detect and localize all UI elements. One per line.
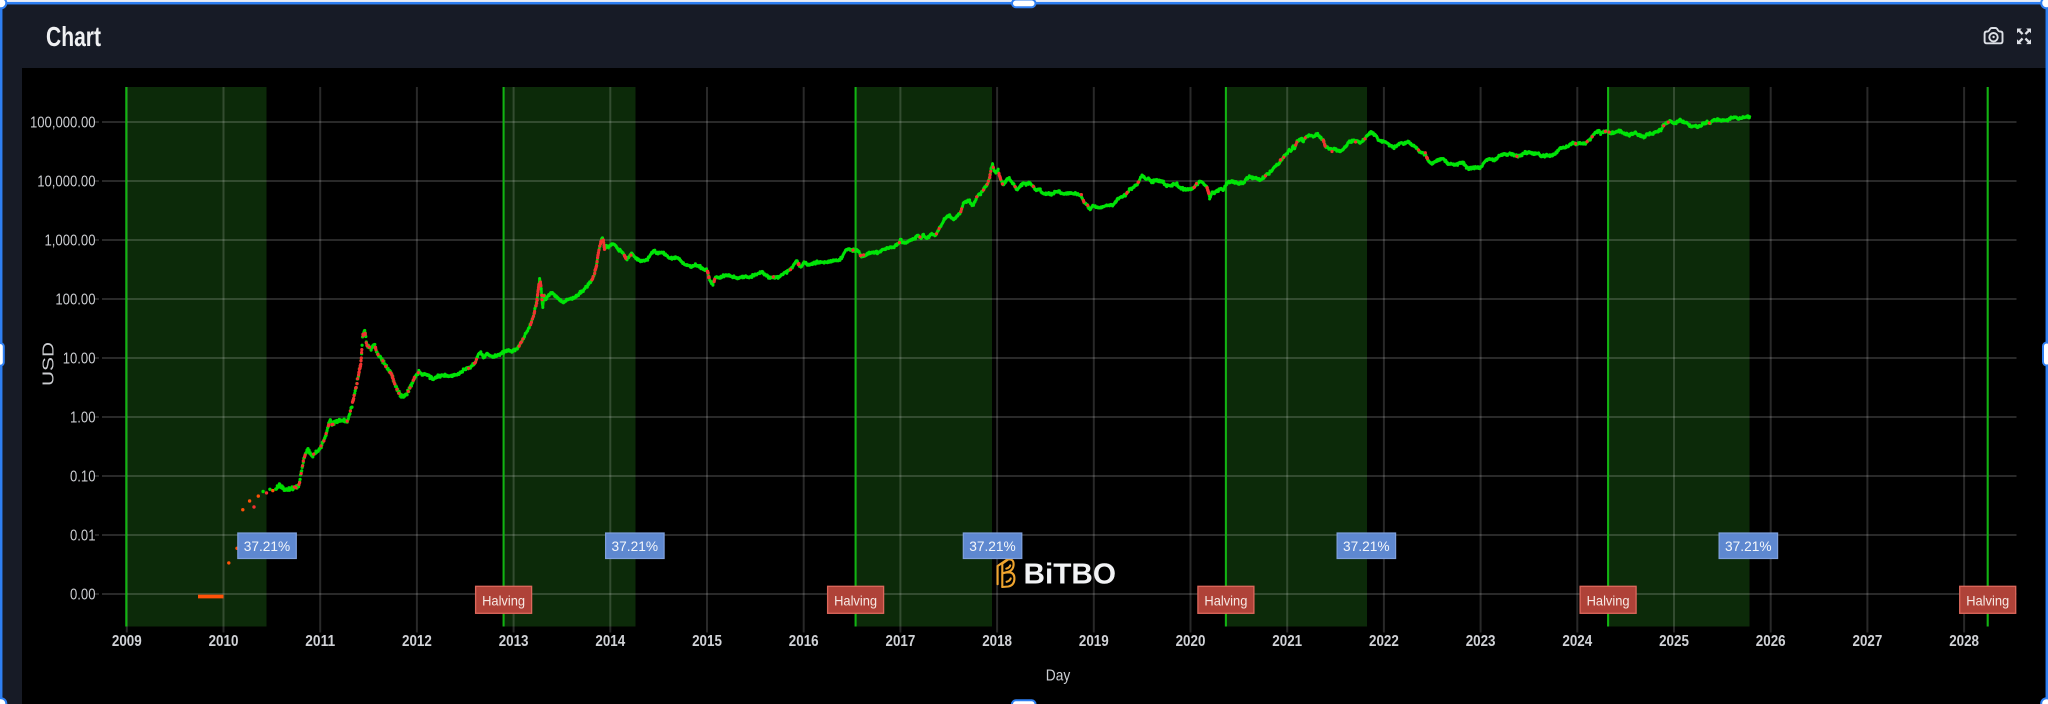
svg-text:USD: USD — [41, 342, 58, 386]
svg-text:2010: 2010 — [209, 633, 239, 650]
svg-text:Halving: Halving — [1587, 592, 1630, 608]
svg-text:Halving: Halving — [834, 592, 877, 608]
svg-text:2027: 2027 — [1853, 633, 1883, 650]
svg-text:10,000.00: 10,000.00 — [37, 173, 96, 190]
svg-text:2024: 2024 — [1562, 633, 1592, 650]
svg-text:2025: 2025 — [1659, 633, 1689, 650]
svg-text:37.21%: 37.21% — [612, 539, 659, 554]
svg-text:Halving: Halving — [1204, 592, 1247, 608]
svg-text:Chart: Chart — [46, 21, 101, 52]
svg-text:2028: 2028 — [1949, 633, 1979, 650]
svg-text:2011: 2011 — [305, 633, 335, 650]
svg-text:Halving: Halving — [1966, 592, 2009, 608]
svg-text:2023: 2023 — [1466, 633, 1496, 650]
svg-text:2015: 2015 — [692, 633, 722, 650]
svg-text:0.00: 0.00 — [70, 586, 96, 603]
svg-text:2020: 2020 — [1176, 633, 1206, 650]
svg-text:Day: Day — [1046, 668, 1071, 685]
svg-text:2019: 2019 — [1079, 633, 1109, 650]
svg-text:2021: 2021 — [1272, 633, 1302, 650]
svg-text:2026: 2026 — [1756, 633, 1786, 650]
svg-text:2018: 2018 — [982, 633, 1012, 650]
svg-text:37.21%: 37.21% — [1725, 539, 1772, 554]
svg-text:1.00: 1.00 — [70, 409, 96, 426]
svg-text:37.21%: 37.21% — [969, 539, 1016, 554]
svg-text:2022: 2022 — [1369, 633, 1399, 650]
svg-text:37.21%: 37.21% — [1343, 539, 1390, 554]
svg-text:100,000.00: 100,000.00 — [30, 114, 96, 131]
svg-text:2016: 2016 — [789, 633, 819, 650]
svg-text:2017: 2017 — [886, 633, 916, 650]
svg-text:0.01: 0.01 — [70, 527, 96, 544]
svg-text:1,000.00: 1,000.00 — [45, 232, 96, 249]
svg-text:2012: 2012 — [402, 633, 432, 650]
svg-text:37.21%: 37.21% — [244, 539, 291, 554]
svg-text:2014: 2014 — [595, 633, 625, 650]
svg-text:100.00: 100.00 — [55, 291, 95, 308]
svg-text:0.10: 0.10 — [70, 468, 96, 485]
svg-text:2013: 2013 — [499, 633, 529, 650]
svg-text:Halving: Halving — [482, 592, 525, 608]
svg-text:BiTBO: BiTBO — [1024, 559, 1117, 591]
svg-text:10.00: 10.00 — [63, 350, 96, 367]
svg-text:2009: 2009 — [112, 633, 142, 650]
